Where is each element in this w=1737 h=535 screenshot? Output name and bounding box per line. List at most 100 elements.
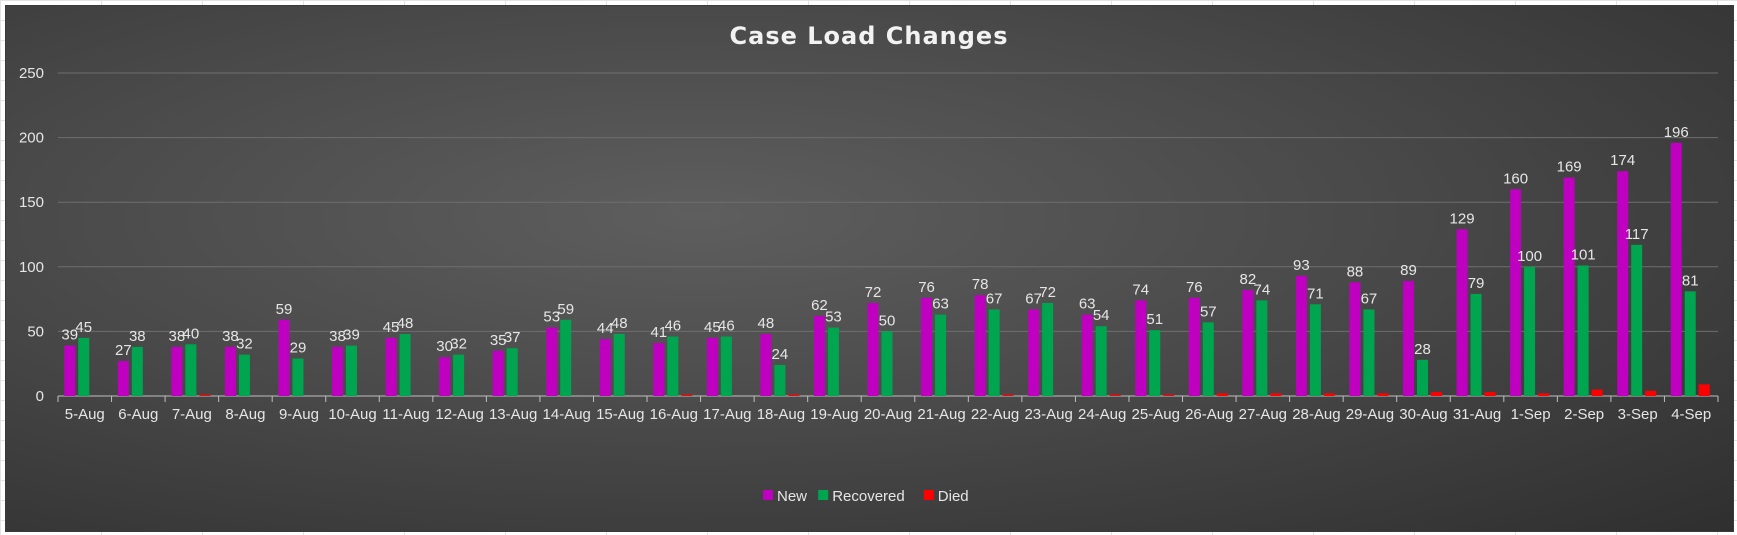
bar-died-26-aug: [1216, 393, 1228, 396]
data-label-new: 76: [918, 279, 935, 296]
bar-new-8-aug: [224, 346, 236, 396]
x-tick-label: 31-Aug: [1453, 406, 1501, 423]
bar-recovered-2-sep: [1577, 265, 1589, 396]
x-tick-label: 5-Aug: [65, 406, 105, 423]
data-label-new: 44: [597, 320, 614, 337]
x-tick-label: 16-Aug: [650, 406, 698, 423]
data-label-recovered: 72: [1039, 284, 1056, 301]
bar-new-25-aug: [1135, 300, 1147, 396]
bar-recovered-24-aug: [1095, 326, 1107, 396]
data-label-new: 38: [222, 328, 239, 345]
bar-recovered-23-aug: [1042, 302, 1054, 396]
bar-died-4-sep: [1698, 384, 1710, 396]
data-label-new: 41: [650, 324, 667, 341]
data-label-recovered: 38: [129, 328, 146, 345]
data-label-new: 93: [1293, 257, 1310, 274]
bar-new-10-aug: [332, 346, 344, 396]
data-label-recovered: 28: [1414, 341, 1431, 358]
bar-new-22-aug: [974, 295, 986, 396]
bar-new-17-aug: [706, 337, 718, 396]
x-tick-label: 18-Aug: [757, 406, 805, 423]
data-label-new: 88: [1347, 263, 1364, 280]
x-tick-label: 1-Sep: [1511, 406, 1551, 423]
x-tick-label: 12-Aug: [435, 406, 483, 423]
bar-recovered-1-sep: [1524, 266, 1536, 396]
bar-new-14-aug: [546, 327, 558, 396]
data-label-recovered: 46: [664, 318, 681, 335]
x-tick-label: 9-Aug: [279, 406, 319, 423]
data-label-recovered: 51: [1146, 311, 1163, 328]
bar-new-15-aug: [599, 339, 611, 396]
x-tick-label: 30-Aug: [1399, 406, 1447, 423]
bar-new-9-aug: [278, 319, 290, 396]
bar-died-18-aug: [788, 394, 800, 396]
bar-new-5-aug: [64, 345, 76, 396]
data-label-recovered: 53: [825, 309, 842, 326]
bar-new-20-aug: [867, 302, 879, 396]
data-label-recovered: 67: [986, 290, 1003, 307]
data-label-new: 160: [1503, 170, 1528, 187]
x-tick-label: 13-Aug: [489, 406, 537, 423]
data-label-recovered: 54: [1093, 307, 1110, 324]
data-label-recovered: 74: [1253, 281, 1270, 298]
bar-new-31-aug: [1456, 229, 1468, 396]
x-tick-label: 14-Aug: [543, 406, 591, 423]
data-label-recovered: 81: [1682, 272, 1699, 289]
x-tick-label: 15-Aug: [596, 406, 644, 423]
data-label-recovered: 37: [504, 329, 521, 346]
data-label-new: 67: [1025, 290, 1042, 307]
bar-died-25-aug: [1163, 394, 1175, 396]
x-tick-label: 7-Aug: [172, 406, 212, 423]
x-tick-label: 27-Aug: [1239, 406, 1287, 423]
bar-new-13-aug: [492, 350, 504, 396]
data-label-recovered: 46: [718, 318, 735, 335]
bar-recovered-3-sep: [1631, 244, 1643, 396]
bar-died-30-aug: [1430, 392, 1442, 396]
bar-new-29-aug: [1349, 282, 1361, 396]
data-label-new: 74: [1132, 281, 1149, 298]
bar-recovered-6-aug: [131, 346, 143, 396]
data-label-new: 196: [1664, 124, 1689, 141]
x-axis: 5-Aug 6-Aug 7-Aug 8-Aug 9-Aug 10-Aug 11-Aug 12-…: [57, 396, 1719, 423]
bar-died-28-aug: [1323, 393, 1335, 396]
bar-recovered-10-aug: [346, 345, 358, 396]
bar-new-30-aug: [1402, 281, 1414, 396]
bar-recovered-13-aug: [506, 348, 518, 396]
data-label-new: 78: [972, 276, 989, 293]
bar-new-28-aug: [1295, 275, 1307, 396]
bar-recovered-9-aug: [292, 358, 304, 396]
y-axis: 0 50 100 150 200 250: [19, 65, 44, 405]
bar-new-2-sep: [1563, 177, 1575, 396]
data-label-new: 45: [704, 319, 721, 336]
bar-new-23-aug: [1028, 309, 1040, 396]
x-tick-label: 25-Aug: [1132, 406, 1180, 423]
data-label-new: 59: [276, 301, 293, 318]
chart-area[interactable]: Case Load Changes 0 50 100 150 200 250 39 45 27…: [5, 5, 1734, 532]
bar-recovered-4-sep: [1684, 291, 1696, 396]
data-label-recovered: 50: [879, 312, 896, 329]
bar-recovered-15-aug: [613, 333, 625, 396]
data-label-new: 30: [436, 338, 453, 355]
bar-new-26-aug: [1188, 297, 1200, 396]
bar-recovered-5-aug: [78, 337, 90, 396]
bar-recovered-18-aug: [774, 364, 786, 396]
data-label-new: 63: [1079, 296, 1096, 313]
data-label-new: 169: [1557, 159, 1582, 176]
bar-new-12-aug: [439, 357, 451, 396]
bar-recovered-27-aug: [1256, 300, 1268, 396]
bar-new-4-sep: [1670, 142, 1682, 396]
data-label-new: 76: [1186, 279, 1203, 296]
legend-swatch-recovered: [818, 490, 829, 500]
bar-new-24-aug: [1081, 314, 1093, 396]
data-label-recovered: 67: [1361, 290, 1378, 307]
bar-new-19-aug: [813, 315, 825, 396]
legend-label-recovered: Recovered: [832, 488, 905, 505]
data-label-new: 38: [329, 328, 346, 345]
data-label-recovered: 117: [1625, 226, 1649, 243]
data-label-recovered: 79: [1468, 275, 1485, 292]
data-label-recovered: 71: [1307, 285, 1324, 302]
data-label-new: 39: [61, 327, 78, 344]
x-tick-label: 6-Aug: [118, 406, 158, 423]
bar-died-29-aug: [1377, 393, 1389, 396]
